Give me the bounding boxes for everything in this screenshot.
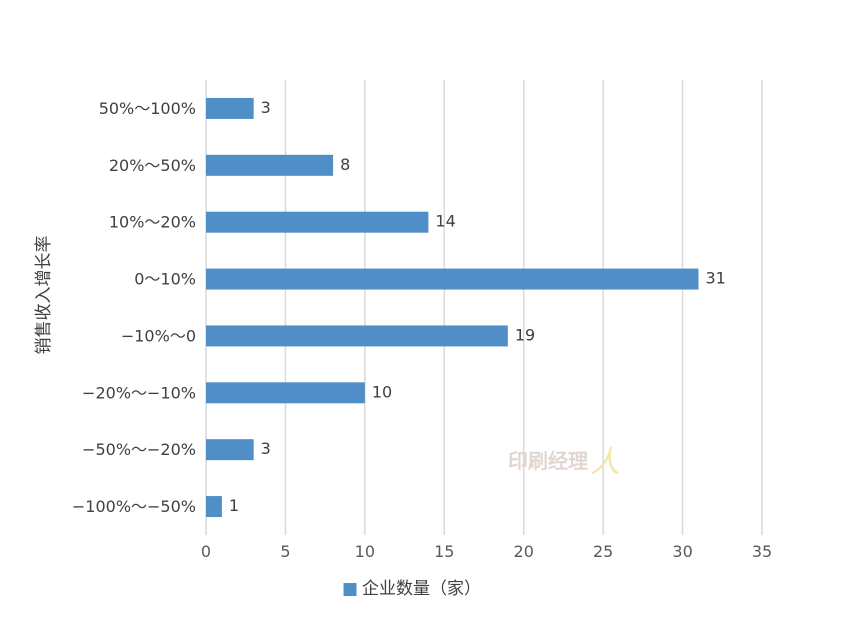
category-label: −10%～0 xyxy=(121,326,196,345)
legend: ■ 企业数量（家） xyxy=(342,579,481,599)
x-tick-label: 15 xyxy=(434,542,454,561)
x-tick-label: 35 xyxy=(752,542,772,561)
bar xyxy=(206,439,254,461)
x-tick-label: 20 xyxy=(514,542,534,561)
x-tick-label: 5 xyxy=(280,542,290,561)
x-tick-label: 0 xyxy=(201,542,211,561)
category-label: 50%～100% xyxy=(99,99,196,118)
x-tick-label: 10 xyxy=(355,542,375,561)
data-label: 8 xyxy=(340,155,350,174)
category-label: 20%～50% xyxy=(109,156,196,175)
x-tick-label: 30 xyxy=(672,542,692,561)
category-label: −100%～−50% xyxy=(72,497,196,516)
gridlines xyxy=(205,80,763,535)
category-label: −50%～−20% xyxy=(82,440,196,459)
legend-label: 企业数量（家） xyxy=(362,579,481,599)
bar xyxy=(206,211,429,233)
bar xyxy=(206,496,222,518)
data-label: 14 xyxy=(435,212,455,231)
data-label: 3 xyxy=(261,439,271,458)
data-label: 31 xyxy=(705,269,725,288)
y-axis-title: 销售收入增长率 xyxy=(34,236,54,355)
bar xyxy=(206,268,699,290)
legend-marker: ■ xyxy=(342,579,358,599)
x-tick-labels: 0 5 10 15 20 25 30 35 xyxy=(201,542,772,561)
bar xyxy=(206,97,254,119)
category-label: −20%～−10% xyxy=(82,383,196,402)
watermark-text: 印刷经理 xyxy=(508,449,588,473)
data-label: 10 xyxy=(372,382,392,401)
data-label: 1 xyxy=(229,496,239,515)
data-label: 3 xyxy=(261,98,271,117)
x-tick-label: 25 xyxy=(593,542,613,561)
bar xyxy=(206,325,508,347)
bar xyxy=(206,154,334,176)
bar xyxy=(206,382,365,404)
watermark-glyph: 人 xyxy=(590,445,620,480)
data-label: 19 xyxy=(515,325,535,344)
bars xyxy=(206,97,699,518)
watermark: 印刷经理 人 xyxy=(508,445,620,480)
category-labels: 50%～100% 20%～50% 10%～20% 0～10% −10%～0 −20%～−1… xyxy=(72,99,196,516)
category-label: 0～10% xyxy=(134,270,196,289)
category-label: 10%～20% xyxy=(109,213,196,232)
